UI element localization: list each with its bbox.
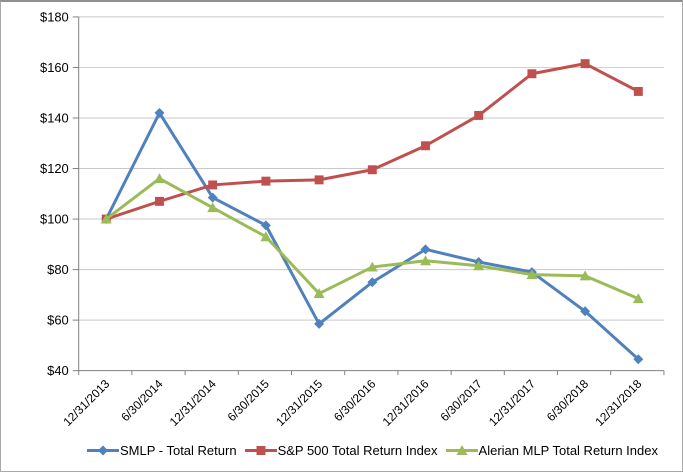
x-axis-label: 6/30/2015 (225, 377, 273, 425)
legend-item-alerian: Alerian MLP Total Return Index (445, 442, 658, 458)
diamond-marker-icon (580, 306, 591, 317)
legend-label-sp500: S&P 500 Total Return Index (277, 442, 438, 458)
series-sp500 (101, 59, 643, 224)
square-marker-icon (474, 110, 484, 120)
triangle-marker-icon (420, 255, 431, 266)
y-axis-label: $120 (40, 161, 69, 176)
legend-diamond-glyph (97, 445, 108, 455)
legend-square-glyph (256, 445, 266, 455)
diamond-marker-icon (260, 220, 271, 231)
x-axis-label: 12/31/2015 (273, 377, 325, 429)
triangle-marker-icon (207, 202, 219, 213)
square-marker-icon (580, 59, 590, 69)
x-axis-label: 12/31/2013 (60, 377, 112, 429)
x-axis-label: 6/30/2017 (437, 377, 485, 425)
square-marker-icon (527, 69, 537, 79)
triangle-marker-icon (313, 288, 325, 299)
square-marker-icon (261, 176, 271, 186)
diamond-marker-icon (420, 244, 431, 255)
y-axis-label: $80 (47, 262, 69, 277)
x-axis-label: 6/30/2016 (331, 377, 379, 425)
square-marker-icon (367, 165, 377, 175)
diamond-marker-icon (207, 192, 218, 203)
triangle-marker-icon (473, 260, 485, 271)
legend-label-alerian: Alerian MLP Total Return Index (478, 442, 658, 458)
y-axis-label: $40 (47, 363, 69, 378)
chart-legend: SMLP - Total Return S&P 500 Total Return … (78, 437, 667, 463)
x-axis-label: 6/30/2014 (118, 377, 166, 425)
legend-triangle-marker-icon (445, 444, 478, 455)
y-axis-label: $180 (40, 9, 69, 24)
diamond-marker-icon (367, 277, 378, 288)
series-line-smlp (104, 111, 640, 361)
y-axis-label: $100 (40, 212, 69, 227)
triangle-marker-icon (632, 293, 644, 304)
x-axis-label: 6/30/2018 (544, 377, 592, 425)
square-marker-icon (314, 175, 324, 185)
diamond-marker-icon (633, 354, 644, 365)
y-axis-label: $60 (47, 313, 69, 328)
x-axis-label: 12/31/2014 (167, 377, 219, 429)
square-marker-icon (633, 86, 643, 96)
x-axis-label: 12/31/2016 (380, 377, 432, 429)
square-marker-icon (208, 180, 218, 190)
y-axis-label: $140 (40, 110, 69, 125)
legend-triangle-glyph (456, 444, 468, 455)
x-axis-label: 12/31/2018 (592, 377, 644, 429)
legend-item-sp500: S&P 500 Total Return Index (244, 442, 438, 458)
triangle-marker-icon (100, 213, 112, 224)
triangle-marker-icon (526, 269, 538, 280)
triangle-marker-icon (366, 261, 378, 272)
triangle-marker-icon (154, 173, 165, 184)
legend-item-smlp: SMLP - Total Return (86, 442, 237, 458)
legend-label-smlp: SMLP - Total Return (119, 442, 237, 458)
triangle-marker-icon (260, 231, 272, 242)
series-alerian (100, 173, 644, 304)
y-axis-label: $160 (40, 60, 69, 75)
legend-diamond-marker-icon (86, 445, 119, 455)
square-marker-icon (155, 196, 164, 206)
triangle-marker-icon (579, 270, 591, 281)
diamond-marker-icon (314, 318, 325, 329)
legend-square-marker-icon (244, 445, 277, 455)
x-axis-label: 12/31/2017 (486, 377, 538, 429)
series-line-sp500 (104, 62, 640, 221)
square-marker-icon (421, 141, 430, 151)
series-smlp (101, 107, 644, 365)
